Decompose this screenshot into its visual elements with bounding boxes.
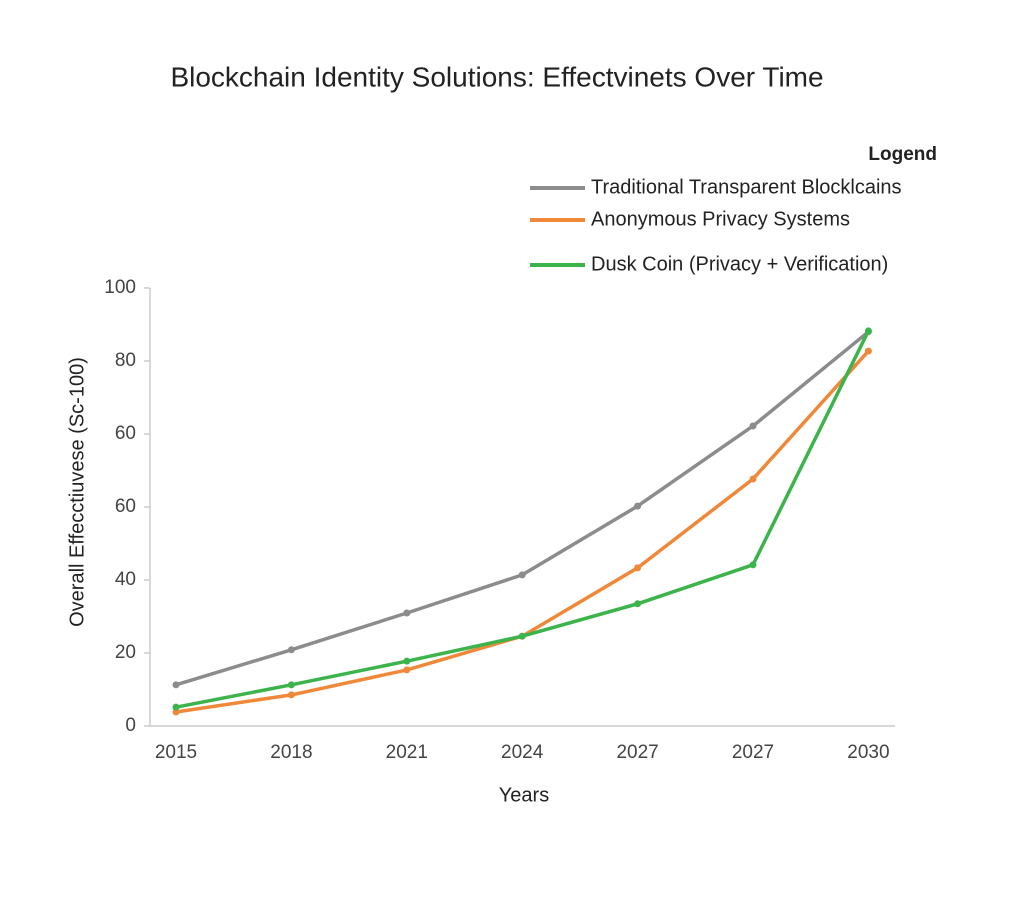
x-tick-label: 2027 bbox=[732, 742, 774, 763]
data-point bbox=[287, 646, 295, 654]
x-tick-label: 2015 bbox=[155, 742, 197, 763]
y-tick-label: 20 bbox=[115, 642, 136, 663]
y-axis-label: Overall Effecctiuvese (Sc-100) bbox=[66, 357, 88, 627]
y-tick-label: 60 bbox=[115, 496, 136, 517]
data-point bbox=[518, 571, 526, 579]
y-tick-label: 0 bbox=[125, 715, 136, 736]
data-point bbox=[518, 632, 526, 640]
data-point bbox=[172, 708, 180, 716]
chart-title: Blockchain Identity Solutions: Effectvin… bbox=[170, 61, 823, 92]
x-tick-label: 2030 bbox=[847, 742, 889, 763]
x-tick-label: 2027 bbox=[616, 742, 658, 763]
data-point bbox=[749, 422, 757, 430]
data-point bbox=[864, 347, 872, 355]
x-axis-label: Years bbox=[499, 784, 549, 806]
data-point bbox=[634, 502, 642, 510]
y-tick-label: 60 bbox=[115, 423, 136, 444]
data-point bbox=[749, 561, 757, 569]
series-line bbox=[175, 330, 870, 687]
data-point bbox=[864, 327, 872, 335]
series-line bbox=[175, 330, 870, 709]
series-line bbox=[175, 349, 870, 714]
legend-label: Traditional Transparent Blocklcains bbox=[591, 176, 902, 198]
data-point bbox=[634, 564, 642, 572]
data-point bbox=[403, 609, 411, 617]
y-tick-label: 80 bbox=[115, 350, 136, 371]
x-tick-label: 2024 bbox=[501, 742, 544, 763]
legend-label: Anonymous Privacy Systems bbox=[591, 208, 850, 230]
y-tick-label: 40 bbox=[115, 569, 136, 590]
legend-title: Logend bbox=[868, 144, 937, 165]
data-point bbox=[634, 600, 642, 608]
data-point bbox=[172, 681, 180, 689]
y-tick-label: 100 bbox=[104, 277, 136, 298]
data-point bbox=[287, 681, 295, 689]
data-point bbox=[749, 475, 757, 483]
data-point bbox=[403, 657, 411, 665]
x-tick-label: 2018 bbox=[270, 742, 312, 763]
data-point bbox=[403, 666, 411, 674]
x-tick-label: 2021 bbox=[386, 742, 428, 763]
legend-label: Dusk Coin (Privacy + Verification) bbox=[591, 253, 888, 275]
data-point bbox=[287, 691, 295, 699]
data-point bbox=[172, 703, 180, 711]
